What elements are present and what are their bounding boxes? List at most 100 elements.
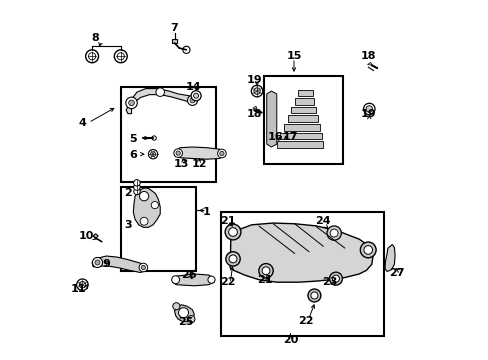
- Circle shape: [133, 184, 140, 190]
- Circle shape: [228, 255, 237, 263]
- Circle shape: [133, 180, 140, 186]
- Text: 14: 14: [185, 82, 201, 92]
- Text: 26: 26: [181, 270, 196, 280]
- Polygon shape: [126, 89, 194, 114]
- Circle shape: [253, 88, 260, 94]
- Polygon shape: [93, 234, 98, 238]
- Polygon shape: [367, 62, 371, 65]
- Circle shape: [133, 188, 140, 195]
- Circle shape: [79, 282, 85, 288]
- Circle shape: [225, 252, 240, 266]
- Text: 5: 5: [129, 134, 137, 144]
- Circle shape: [117, 53, 124, 60]
- Text: 22: 22: [220, 277, 235, 287]
- Bar: [121, 87, 215, 182]
- Text: 27: 27: [388, 268, 404, 278]
- Text: 25: 25: [177, 317, 193, 327]
- Text: 23: 23: [322, 277, 337, 287]
- Text: 21: 21: [257, 275, 272, 285]
- Text: 17: 17: [282, 132, 298, 142]
- Circle shape: [140, 217, 148, 225]
- Polygon shape: [172, 274, 214, 286]
- Polygon shape: [266, 91, 276, 147]
- Circle shape: [187, 95, 197, 105]
- Polygon shape: [92, 256, 145, 273]
- Circle shape: [262, 267, 269, 275]
- Circle shape: [326, 226, 341, 240]
- Circle shape: [219, 151, 224, 156]
- Circle shape: [329, 229, 337, 237]
- Circle shape: [171, 276, 179, 284]
- Polygon shape: [174, 305, 194, 321]
- Text: 6: 6: [129, 150, 137, 160]
- Circle shape: [77, 279, 88, 291]
- Text: 4: 4: [78, 118, 86, 128]
- Circle shape: [329, 272, 342, 285]
- Text: 19: 19: [360, 109, 375, 119]
- Bar: [264, 76, 343, 164]
- Circle shape: [190, 98, 195, 103]
- Polygon shape: [284, 124, 319, 131]
- Circle shape: [360, 242, 375, 258]
- Circle shape: [125, 97, 137, 109]
- Circle shape: [228, 228, 237, 236]
- Circle shape: [258, 264, 273, 278]
- Circle shape: [156, 88, 164, 96]
- Text: 10: 10: [79, 231, 94, 240]
- Circle shape: [92, 257, 102, 267]
- Circle shape: [128, 100, 134, 106]
- Text: 11: 11: [71, 284, 86, 294]
- Text: 22: 22: [298, 316, 313, 325]
- Text: 24: 24: [314, 216, 330, 226]
- Polygon shape: [294, 98, 314, 105]
- Circle shape: [152, 136, 156, 140]
- Polygon shape: [290, 107, 316, 113]
- Text: 9: 9: [102, 259, 110, 269]
- Circle shape: [207, 276, 215, 283]
- Circle shape: [85, 50, 99, 63]
- Circle shape: [141, 265, 145, 270]
- Bar: [221, 212, 384, 336]
- Circle shape: [148, 149, 158, 159]
- Circle shape: [151, 202, 158, 209]
- Text: 19: 19: [246, 75, 262, 85]
- Text: 20: 20: [282, 334, 298, 345]
- Circle shape: [114, 50, 127, 63]
- Circle shape: [191, 91, 201, 101]
- Polygon shape: [280, 133, 321, 139]
- Text: 8: 8: [92, 33, 100, 43]
- Polygon shape: [252, 106, 257, 109]
- Circle shape: [183, 46, 190, 53]
- Text: 18: 18: [246, 109, 262, 119]
- Circle shape: [178, 308, 188, 318]
- Text: 16: 16: [267, 132, 283, 142]
- Circle shape: [310, 292, 317, 299]
- Circle shape: [150, 152, 155, 157]
- Text: 12: 12: [191, 159, 207, 169]
- Circle shape: [363, 246, 372, 254]
- Text: 21: 21: [220, 216, 235, 226]
- Circle shape: [307, 289, 320, 302]
- Text: 15: 15: [285, 51, 301, 61]
- Text: 18: 18: [360, 51, 375, 61]
- Circle shape: [174, 149, 182, 157]
- Circle shape: [363, 103, 374, 115]
- Circle shape: [95, 260, 100, 265]
- Polygon shape: [172, 40, 177, 43]
- Text: 13: 13: [173, 159, 188, 169]
- Polygon shape: [133, 188, 160, 227]
- Polygon shape: [276, 141, 323, 148]
- Circle shape: [176, 151, 180, 155]
- Circle shape: [224, 224, 241, 240]
- Text: 3: 3: [124, 220, 131, 230]
- Polygon shape: [287, 116, 317, 122]
- Circle shape: [172, 303, 180, 310]
- Polygon shape: [298, 90, 312, 96]
- Circle shape: [88, 53, 96, 60]
- Polygon shape: [174, 147, 224, 159]
- Polygon shape: [384, 244, 394, 271]
- Circle shape: [366, 106, 372, 112]
- Polygon shape: [230, 223, 372, 282]
- Circle shape: [251, 85, 262, 97]
- Text: 2: 2: [124, 188, 132, 198]
